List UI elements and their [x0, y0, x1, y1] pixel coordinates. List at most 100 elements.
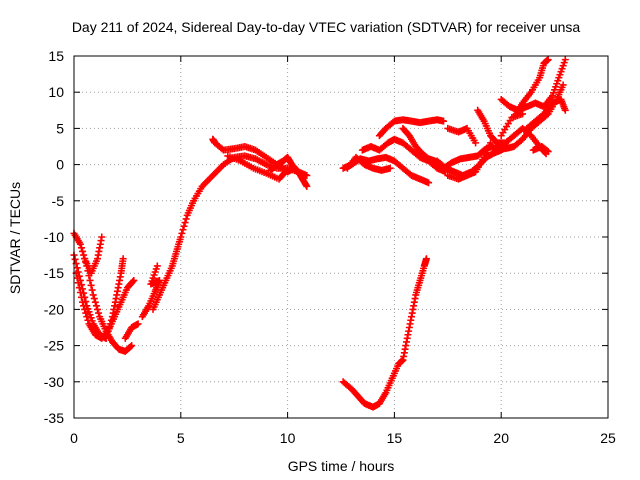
data-point: [104, 327, 112, 335]
y-axis-label: SDTVAR / TECUs: [7, 182, 23, 294]
y-tick-label: -15: [44, 265, 64, 281]
series-track-d: [81, 233, 106, 277]
data-point: [89, 291, 97, 299]
data-point: [79, 298, 87, 306]
data-point: [130, 276, 138, 284]
data-point: [87, 281, 95, 289]
series-track-e: [102, 255, 127, 342]
y-tick-label: 10: [48, 84, 64, 100]
series-track-u: [444, 124, 480, 147]
data-point: [84, 316, 92, 324]
data-point: [181, 219, 189, 227]
data-point: [73, 264, 81, 272]
data-point: [519, 110, 527, 118]
data-point: [83, 313, 91, 321]
y-tick-label: -30: [44, 374, 64, 390]
plot-frame: [73, 55, 609, 419]
data-point: [90, 295, 98, 303]
data-point: [107, 316, 115, 324]
series-track-f: [121, 320, 142, 342]
series-track-aa: [497, 110, 527, 140]
series-track-w: [493, 81, 567, 153]
data-point: [93, 305, 101, 313]
y-tick-label: 5: [56, 120, 64, 136]
data-point: [440, 117, 448, 125]
data-point: [80, 302, 88, 310]
data-point: [544, 148, 552, 156]
data-point: [425, 179, 433, 187]
data-point: [92, 302, 100, 310]
tick-labels: 0 5 10 15 20 25 -35 -30 -25 -20 -15 -10 -5 0 5 10 15: [44, 48, 616, 446]
data-point: [544, 56, 552, 64]
data-point: [71, 255, 79, 263]
data-point: [182, 215, 190, 223]
x-tick-label: 5: [177, 430, 185, 446]
series-track-a: [70, 229, 136, 355]
x-tick-label: 20: [493, 430, 509, 446]
series-track-o: [375, 116, 448, 140]
data-point: [105, 324, 113, 331]
y-tick-label: 0: [56, 157, 64, 173]
data-point: [153, 262, 161, 270]
data-point: [487, 139, 495, 147]
series-track-z: [523, 95, 569, 132]
y-tick-label: -35: [44, 410, 64, 426]
data-point: [86, 276, 94, 284]
data-point: [303, 171, 311, 179]
data-point: [106, 320, 114, 328]
data-point: [102, 334, 110, 342]
data-point: [127, 343, 135, 351]
data-point: [77, 244, 85, 252]
x-tick-label: 15: [387, 430, 403, 446]
x-tick-label: 10: [280, 430, 296, 446]
data-point: [91, 298, 99, 306]
y-tick-label: -25: [44, 338, 64, 354]
data-point: [134, 320, 142, 328]
data-point: [75, 284, 83, 292]
data-point: [76, 289, 84, 297]
data-point: [561, 56, 569, 64]
data-point: [74, 279, 82, 287]
data-point: [82, 309, 90, 317]
data-point: [281, 168, 289, 176]
chart-title: Day 211 of 2024, Sidereal Day-to-day VTE…: [72, 19, 581, 35]
data-point: [98, 233, 106, 241]
series-track-ab: [529, 143, 552, 156]
x-tick-label: 0: [70, 430, 78, 446]
data-point: [77, 293, 85, 301]
data-point: [79, 285, 87, 293]
series-track-c: [72, 269, 138, 342]
data-point: [81, 305, 89, 313]
x-tick-label: 25: [600, 430, 616, 446]
data-point: [280, 169, 288, 177]
data-point: [73, 274, 81, 282]
data-point: [119, 255, 127, 263]
data-point: [386, 164, 394, 172]
data-points: [70, 56, 569, 411]
data-point: [178, 229, 186, 237]
data-point: [559, 81, 567, 89]
series-track-n: [343, 153, 394, 174]
data-point: [128, 342, 136, 350]
data-point: [179, 226, 187, 234]
data-point: [180, 222, 188, 230]
data-point: [472, 139, 480, 147]
data-point: [561, 106, 569, 114]
data-point: [95, 309, 103, 317]
series-track-l: [339, 255, 430, 411]
axis-ticks: [73, 55, 609, 419]
data-point: [422, 255, 430, 263]
data-point: [103, 331, 111, 339]
series-track-h: [149, 152, 311, 313]
series-track-x: [497, 56, 569, 114]
y-tick-label: 15: [48, 48, 64, 64]
data-point: [88, 286, 96, 294]
x-axis-label: GPS time / hours: [288, 458, 395, 474]
series-track-k: [267, 153, 311, 190]
grid-lines: [74, 56, 608, 418]
data-point: [79, 247, 87, 255]
series-track-g: [138, 262, 163, 321]
y-tick-label: -5: [52, 193, 65, 209]
series-track-i: [209, 135, 298, 176]
